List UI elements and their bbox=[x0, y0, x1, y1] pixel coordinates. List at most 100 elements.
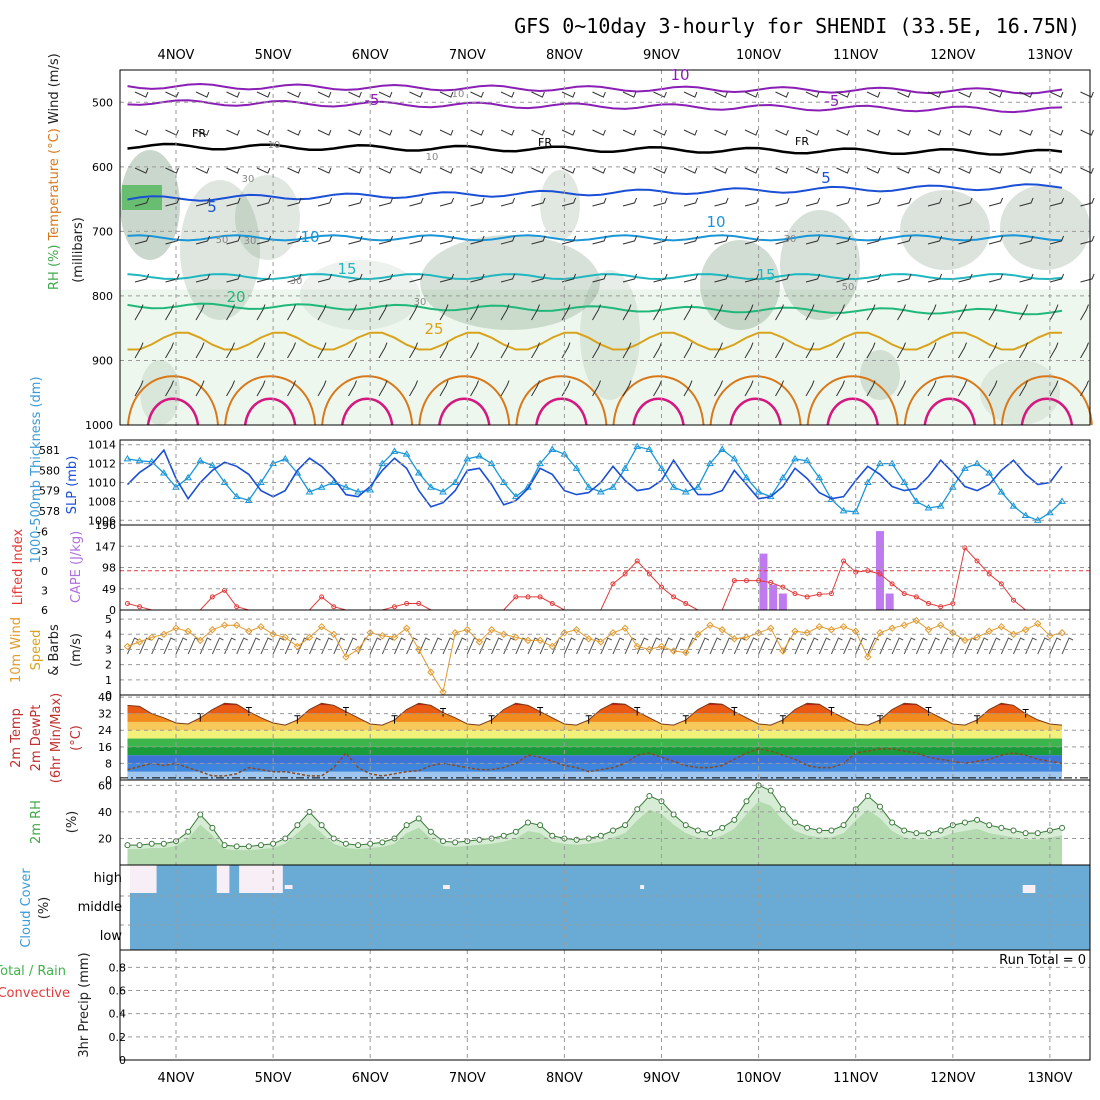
wind-barb bbox=[927, 167, 942, 174]
slp-point bbox=[1033, 516, 1042, 523]
slp-point bbox=[839, 506, 848, 514]
li-point bbox=[780, 584, 786, 590]
precip-tick-label: 0.6 bbox=[109, 985, 127, 998]
rh-contour-label: 30 bbox=[414, 297, 427, 308]
wind-speed-point bbox=[415, 645, 423, 654]
slp-point bbox=[1058, 497, 1066, 504]
wind-speed-point bbox=[378, 632, 387, 640]
wind-barb bbox=[622, 380, 632, 397]
wind-barb bbox=[622, 197, 638, 207]
contour-label: 15 bbox=[337, 260, 356, 278]
li-tick-label: 0 bbox=[41, 565, 48, 578]
rh-point bbox=[245, 843, 252, 850]
slp-point bbox=[123, 454, 132, 462]
wind-barb bbox=[775, 197, 790, 207]
wind-barb bbox=[592, 380, 601, 397]
slp-point bbox=[706, 459, 714, 467]
wind-barb bbox=[348, 342, 357, 359]
wind-barb bbox=[256, 167, 271, 174]
surface-isotherm-hot bbox=[340, 397, 394, 426]
wind-barb bbox=[409, 91, 423, 98]
wind-barb bbox=[503, 637, 515, 655]
wind-barb bbox=[378, 304, 388, 321]
wind-barb bbox=[866, 304, 876, 321]
wind-barb bbox=[195, 380, 205, 397]
wind-barb bbox=[439, 304, 449, 321]
wind-barb bbox=[988, 197, 1004, 207]
wind-speed-point bbox=[900, 621, 908, 629]
slp-point bbox=[1046, 508, 1054, 516]
slp-point bbox=[305, 487, 314, 495]
wind-barb bbox=[805, 129, 820, 136]
wind-barb bbox=[1019, 197, 1034, 207]
temp-band bbox=[127, 738, 1063, 747]
wind-barb bbox=[958, 273, 973, 283]
wind-barb bbox=[287, 304, 296, 321]
wind-speed-point bbox=[645, 645, 654, 654]
wind-barb bbox=[348, 304, 357, 321]
rh-point bbox=[779, 806, 786, 813]
wind-barb bbox=[836, 380, 845, 397]
wind-barb bbox=[439, 167, 454, 174]
wind-barb bbox=[256, 380, 266, 397]
wind-speed-point bbox=[135, 638, 144, 646]
wind-speed-point bbox=[864, 653, 872, 661]
wind-barb bbox=[927, 304, 937, 321]
wind-tick-label: 5 bbox=[105, 613, 112, 626]
wind-barb bbox=[1049, 235, 1065, 245]
li-point bbox=[841, 558, 847, 564]
wind-barb bbox=[744, 197, 760, 207]
rh-point bbox=[512, 828, 519, 835]
wind-barb bbox=[866, 342, 876, 359]
wind-barb bbox=[927, 91, 942, 98]
rh2m-units-label: (%) bbox=[65, 811, 80, 834]
wind-barb bbox=[866, 235, 882, 245]
wind-barb bbox=[940, 637, 952, 655]
slp-tick-label: 1010 bbox=[88, 477, 116, 490]
wind-barb bbox=[317, 342, 327, 359]
wind-barb bbox=[430, 637, 443, 655]
slp-point bbox=[973, 459, 981, 467]
wind-speed-point bbox=[706, 621, 714, 629]
minmax-marker bbox=[294, 715, 301, 724]
wind-barb bbox=[1061, 637, 1074, 655]
wind-barb bbox=[927, 129, 942, 136]
isotherm-15 bbox=[127, 272, 1063, 281]
slp-point bbox=[1009, 502, 1018, 509]
contour-label: 5 bbox=[207, 198, 217, 216]
wind-barb bbox=[988, 235, 1004, 245]
pressure-tick-label: 900 bbox=[92, 354, 113, 367]
wind-barb bbox=[592, 342, 601, 359]
contour-label: 15 bbox=[756, 266, 775, 284]
rh-tick-label: 20 bbox=[98, 832, 112, 845]
wind-barb bbox=[226, 304, 235, 321]
wind-speed-point bbox=[208, 626, 217, 634]
wind-barb bbox=[348, 167, 362, 174]
rh-shading bbox=[580, 270, 640, 400]
slp-point bbox=[196, 456, 205, 464]
slp-point bbox=[621, 464, 629, 471]
wind-barb bbox=[843, 637, 855, 655]
temp-axis-label: 2m DewPt bbox=[29, 705, 44, 772]
li-point bbox=[998, 581, 1004, 587]
wind-barb bbox=[272, 637, 285, 655]
rh-point bbox=[1034, 830, 1041, 837]
rh-point bbox=[804, 824, 811, 831]
wind-barb bbox=[348, 273, 363, 283]
wind-barb bbox=[1000, 637, 1013, 655]
li-point bbox=[877, 571, 883, 577]
date-label-bottom: 7NOV bbox=[449, 1071, 486, 1086]
minmax-marker bbox=[731, 706, 738, 716]
wind-barb bbox=[500, 91, 515, 98]
wind-barb bbox=[836, 197, 851, 207]
wind-barb bbox=[897, 91, 911, 98]
li-point bbox=[319, 594, 325, 600]
wind-barb bbox=[134, 197, 150, 207]
surface-isotherm bbox=[321, 375, 414, 426]
slp-point bbox=[718, 445, 727, 452]
surface-isotherm-hot bbox=[146, 397, 200, 426]
wind-barb bbox=[1025, 637, 1037, 655]
wind-barb bbox=[988, 380, 998, 397]
wind-barb bbox=[134, 380, 144, 397]
slp-point bbox=[730, 454, 739, 462]
